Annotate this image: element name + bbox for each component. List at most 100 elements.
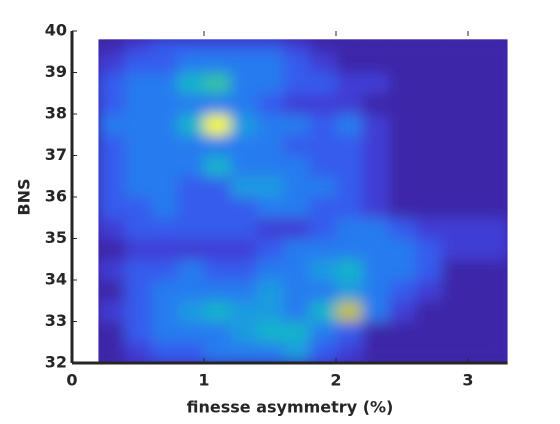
heatmap-cell (256, 51, 284, 73)
heatmap-cell (309, 155, 337, 177)
heatmap-cell (124, 93, 152, 115)
heatmap-cell (441, 321, 508, 343)
heatmap-cell (362, 134, 390, 156)
heatmap-cell (256, 238, 284, 260)
heatmap-cell (362, 197, 390, 219)
heatmap-cell (336, 93, 363, 115)
heatmap-cell (124, 259, 152, 281)
x-tick-label: 3 (462, 371, 473, 390)
heatmap-cell (230, 114, 258, 136)
heatmap-cell (362, 176, 390, 198)
heatmap-cell (336, 134, 363, 156)
heatmap-cell (98, 300, 126, 322)
heatmap-cell (177, 176, 205, 198)
heatmap-cell (441, 238, 508, 260)
heatmap-cell (98, 114, 126, 136)
y-tick-label: 32 (45, 353, 67, 372)
heatmap-cell (388, 72, 416, 94)
heatmap-cell (309, 134, 337, 156)
heatmap-cell (177, 197, 205, 219)
heatmap-cell (441, 342, 508, 364)
heatmap-cell (336, 155, 363, 177)
heatmap-cell (151, 321, 179, 343)
heatmap-cell (177, 342, 205, 364)
heatmap-cell (177, 321, 205, 343)
heatmap-cell (256, 155, 284, 177)
heatmap-cell (177, 300, 205, 322)
heatmap-cell (230, 280, 258, 302)
heatmap-cell (362, 39, 390, 53)
heatmap-cell (151, 155, 179, 177)
heatmap-cell (388, 51, 416, 73)
heatmap-cell (283, 176, 311, 198)
x-tick-label: 0 (66, 371, 77, 390)
heatmap-cell (151, 39, 179, 53)
y-tick-label: 39 (45, 62, 67, 81)
heatmap-cell (283, 259, 311, 281)
heatmap-cell (309, 176, 337, 198)
heatmap (98, 39, 508, 364)
heatmap-cell (151, 238, 179, 260)
x-tick-label: 2 (330, 371, 341, 390)
heatmap-cell (388, 93, 416, 115)
heatmap-cell (230, 238, 258, 260)
heatmap-cell (230, 197, 258, 219)
heatmap-cell (124, 342, 152, 364)
heatmap-cell (124, 39, 152, 53)
heatmap-cell (309, 280, 337, 302)
heatmap-cell (204, 238, 231, 260)
heatmap-cell (441, 197, 508, 219)
heatmap-cell (283, 93, 311, 115)
heatmap-cell (256, 39, 284, 53)
heatmap-cell (309, 300, 337, 322)
heatmap-cell (388, 280, 416, 302)
heatmap-cell (415, 155, 443, 177)
heatmap-cell (177, 238, 205, 260)
heatmap-cell (441, 155, 508, 177)
y-tick-label: 38 (45, 104, 67, 123)
heatmap-cell (230, 321, 258, 343)
heatmap-cell (98, 176, 126, 198)
heatmap-cell (151, 134, 179, 156)
heatmap-cell (441, 93, 508, 115)
heatmap-cell (309, 114, 337, 136)
heatmap-cell (336, 259, 363, 281)
heatmap-cell (151, 176, 179, 198)
x-axis-label: finesse asymmetry (%) (187, 398, 394, 417)
heatmap-cell (204, 134, 231, 156)
heatmap-cell (177, 51, 205, 73)
heatmap-cell (336, 176, 363, 198)
heatmap-cell (415, 72, 443, 94)
heatmap-cell (204, 51, 231, 73)
heatmap-cell (151, 197, 179, 219)
y-tick-label: 40 (45, 21, 67, 40)
x-tick-label: 1 (198, 371, 209, 390)
y-tick-label: 36 (45, 187, 67, 206)
heatmap-cell (362, 155, 390, 177)
heatmap-cell (388, 114, 416, 136)
heatmap-cell (230, 72, 258, 94)
heatmap-cell (362, 238, 390, 260)
heatmap-cell (309, 238, 337, 260)
heatmap-cell (151, 72, 179, 94)
heatmap-cell (204, 300, 231, 322)
heatmap-cell (441, 134, 508, 156)
heatmap-cell (98, 51, 126, 73)
heatmap-cell (283, 238, 311, 260)
heatmap-cell (336, 217, 363, 239)
heatmap-cell (283, 51, 311, 73)
heatmap-cell (177, 155, 205, 177)
heatmap-cell (151, 51, 179, 73)
heatmap-cell (204, 72, 231, 94)
heatmap-cell (124, 72, 152, 94)
heatmap-cell (204, 280, 231, 302)
heatmap-cell (151, 300, 179, 322)
heatmap-cell (309, 217, 337, 239)
heatmap-cell (204, 342, 231, 364)
heatmap-cell (415, 259, 443, 281)
heatmap-cell (309, 321, 337, 343)
heatmap-cell (388, 39, 416, 53)
heatmap-cell (256, 72, 284, 94)
heatmap-cell (124, 217, 152, 239)
heatmap-cell (283, 321, 311, 343)
